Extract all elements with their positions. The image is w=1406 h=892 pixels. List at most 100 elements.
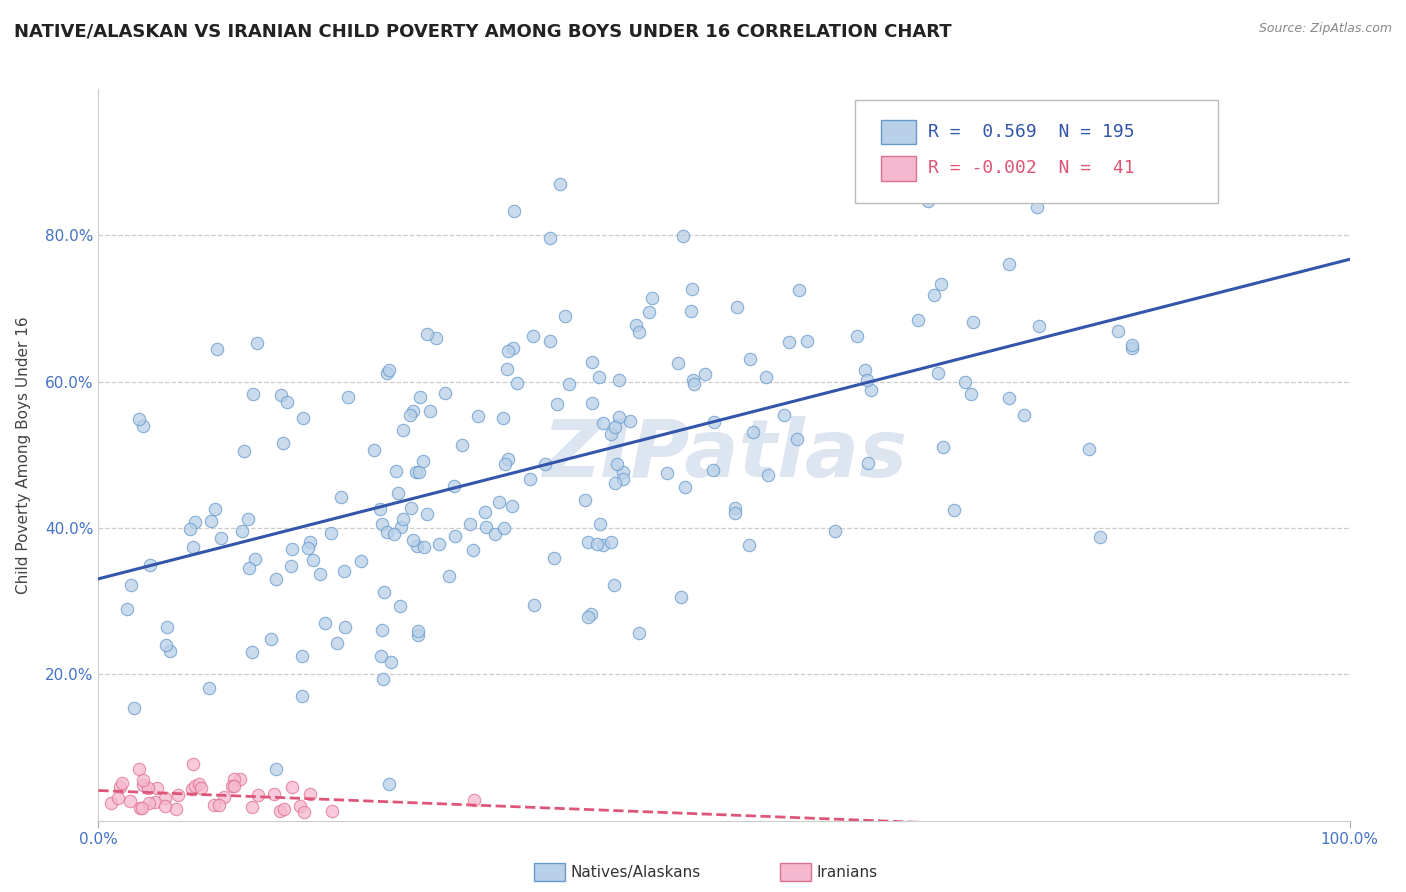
Point xyxy=(408,465,430,479)
Point xyxy=(554,310,576,324)
Point xyxy=(231,524,253,539)
Point xyxy=(222,772,245,787)
Point xyxy=(778,335,800,350)
Point xyxy=(263,788,285,802)
Point xyxy=(606,457,628,471)
Point xyxy=(388,599,411,614)
Point xyxy=(612,466,634,480)
Point xyxy=(155,791,177,805)
Point xyxy=(100,796,122,810)
Point xyxy=(425,331,447,345)
Point xyxy=(378,363,401,377)
Point xyxy=(155,638,177,652)
Point xyxy=(131,778,153,792)
Point xyxy=(180,781,202,796)
Point xyxy=(405,466,427,480)
Text: Iranians: Iranians xyxy=(817,865,877,880)
Point xyxy=(373,673,395,687)
Point xyxy=(626,318,648,333)
Point xyxy=(209,531,232,545)
Point xyxy=(467,409,489,424)
Text: Natives/Alaskans: Natives/Alaskans xyxy=(571,865,702,880)
Point xyxy=(363,443,385,458)
Point xyxy=(373,585,395,599)
Point xyxy=(772,408,794,422)
Point xyxy=(1121,338,1143,352)
Point xyxy=(329,490,352,504)
Point xyxy=(506,376,529,390)
Point xyxy=(496,451,519,466)
Point xyxy=(389,520,412,534)
Point xyxy=(787,283,810,297)
Point xyxy=(406,628,429,642)
Point xyxy=(128,801,150,815)
Point xyxy=(145,781,167,796)
Point xyxy=(138,796,160,810)
Point xyxy=(501,499,523,513)
Point xyxy=(853,362,876,376)
Point xyxy=(998,391,1021,405)
Point xyxy=(609,373,631,387)
Point xyxy=(187,776,209,790)
Point xyxy=(557,376,579,391)
Point xyxy=(298,788,321,802)
Point xyxy=(399,408,422,422)
Point xyxy=(427,537,450,551)
Point xyxy=(299,534,322,549)
Point xyxy=(434,385,457,400)
Text: R = -0.002  N =  41: R = -0.002 N = 41 xyxy=(928,159,1135,178)
Point xyxy=(998,257,1021,271)
Point xyxy=(333,565,356,579)
Point xyxy=(184,780,207,794)
Point xyxy=(212,790,235,805)
Point xyxy=(181,756,204,771)
Point xyxy=(444,529,467,543)
Point xyxy=(243,551,266,566)
Point xyxy=(155,798,177,813)
Point xyxy=(117,602,139,616)
Point xyxy=(451,438,474,452)
Point xyxy=(672,229,695,244)
Point xyxy=(581,354,603,368)
Point xyxy=(264,762,287,776)
Point xyxy=(156,620,179,634)
Point xyxy=(755,369,778,384)
Point xyxy=(600,534,623,549)
Point xyxy=(242,387,264,401)
Point xyxy=(1078,442,1101,456)
Point xyxy=(522,329,544,343)
Point xyxy=(681,282,703,296)
Point xyxy=(350,554,373,568)
Point xyxy=(603,578,626,592)
Point xyxy=(280,558,302,573)
Point xyxy=(668,356,690,370)
Point xyxy=(673,480,696,494)
Point xyxy=(128,412,150,426)
Point xyxy=(401,533,423,547)
Point xyxy=(484,527,506,541)
Point xyxy=(392,424,415,438)
Point xyxy=(605,475,627,490)
Point xyxy=(143,795,166,809)
Point xyxy=(333,620,356,634)
Point xyxy=(581,396,603,410)
Text: NATIVE/ALASKAN VS IRANIAN CHILD POVERTY AMONG BOYS UNDER 16 CORRELATION CHART: NATIVE/ALASKAN VS IRANIAN CHILD POVERTY … xyxy=(14,22,952,40)
Point xyxy=(724,501,747,516)
Point xyxy=(703,415,725,429)
FancyBboxPatch shape xyxy=(880,156,915,180)
Point xyxy=(612,472,634,486)
Point xyxy=(321,805,343,819)
Point xyxy=(538,334,561,349)
Point xyxy=(416,327,439,342)
Point xyxy=(198,681,221,695)
Point xyxy=(683,376,706,391)
Point xyxy=(371,517,394,532)
Point xyxy=(240,645,263,659)
Point xyxy=(229,772,252,787)
Point xyxy=(371,623,394,637)
Point xyxy=(845,329,868,343)
Point xyxy=(301,553,323,567)
Point xyxy=(929,277,952,291)
Point xyxy=(406,539,429,553)
Point xyxy=(406,624,429,638)
